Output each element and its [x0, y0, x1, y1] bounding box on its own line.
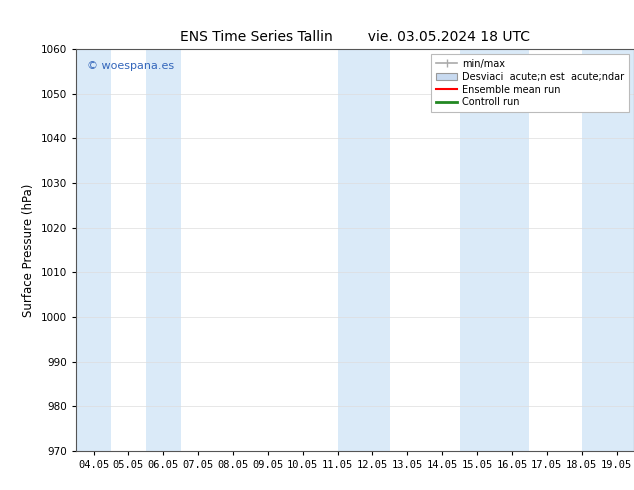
- Title: ENS Time Series Tallin        vie. 03.05.2024 18 UTC: ENS Time Series Tallin vie. 03.05.2024 1…: [180, 30, 530, 44]
- Bar: [337, 49, 390, 451]
- Bar: [581, 49, 634, 451]
- Bar: [460, 49, 529, 451]
- Text: © woespana.es: © woespana.es: [87, 61, 174, 71]
- Legend: min/max, Desviaci  acute;n est  acute;ndar, Ensemble mean run, Controll run: min/max, Desviaci acute;n est acute;ndar…: [431, 54, 629, 112]
- Bar: [146, 49, 181, 451]
- Bar: [76, 49, 111, 451]
- Y-axis label: Surface Pressure (hPa): Surface Pressure (hPa): [22, 183, 36, 317]
